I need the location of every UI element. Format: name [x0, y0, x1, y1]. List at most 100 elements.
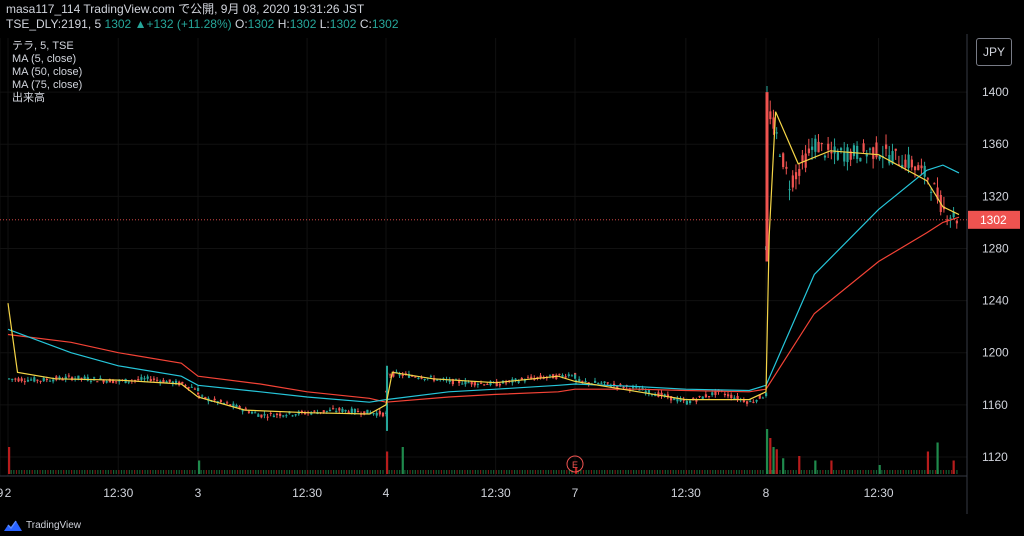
- candle-body: [105, 381, 108, 383]
- volume-spike-bar: [814, 460, 817, 474]
- volume-bar: [916, 470, 918, 474]
- volume-bar: [391, 470, 393, 474]
- candle-body: [868, 148, 872, 150]
- volume-bar: [819, 470, 821, 474]
- volume-bar: [406, 470, 409, 474]
- legend-item-symbol[interactable]: テラ, 5, TSE: [12, 40, 74, 52]
- candle-body: [917, 165, 920, 171]
- volume-bar: [598, 470, 600, 474]
- volume-bar: [677, 470, 680, 474]
- volume-bar: [654, 470, 656, 474]
- volume-bar: [262, 470, 265, 474]
- candle-body: [772, 117, 775, 129]
- volume-bar: [97, 470, 99, 474]
- candle-body: [401, 374, 404, 376]
- y-tick-label: 1160: [982, 398, 1008, 412]
- price-chart[interactable]: 1400 1360 1320 1280 1240 1200 1160 1120 2 12:30 3 1…: [0, 34, 1024, 514]
- candle-body: [495, 381, 498, 387]
- volume-bar: [333, 470, 335, 474]
- event-marker[interactable]: [566, 455, 584, 473]
- candle-body: [118, 380, 121, 382]
- legend-item-ma50[interactable]: MA (50, close): [12, 66, 83, 78]
- candle-body: [26, 379, 30, 382]
- volume-bar: [147, 470, 149, 474]
- volume-bar: [443, 470, 445, 474]
- legend-item-volume[interactable]: 出来高: [12, 92, 45, 104]
- volume-bar: [743, 470, 746, 474]
- tradingview-logo[interactable]: TradingView: [4, 516, 81, 534]
- candle-body: [920, 165, 923, 169]
- candle-body: [168, 379, 171, 382]
- candle-body: [746, 401, 749, 404]
- volume-bar: [26, 470, 28, 474]
- low-value: 1302: [329, 17, 357, 31]
- volume-bar: [155, 470, 157, 474]
- volume-bar: [900, 470, 902, 474]
- candle-body: [14, 378, 17, 380]
- candle-body: [23, 381, 26, 383]
- volume-bar: [846, 470, 848, 474]
- volume-bar: [21, 470, 23, 474]
- candle-body: [946, 219, 949, 221]
- volume-bar: [257, 470, 259, 474]
- candle-body: [609, 385, 613, 387]
- x-tick-label: 12:30: [671, 486, 701, 500]
- volume-bar: [582, 470, 585, 474]
- volume-bar: [186, 470, 188, 474]
- volume-spike-bar: [936, 442, 939, 474]
- volume-bar: [425, 470, 427, 474]
- volume-bar: [662, 470, 664, 474]
- volume-bar: [929, 470, 931, 474]
- y-tick-label: 1320: [982, 189, 1009, 203]
- candle-body: [115, 381, 118, 383]
- volume-bar: [366, 470, 369, 474]
- candle-body: [685, 400, 689, 405]
- legend-item-ma75[interactable]: MA (75, close): [12, 79, 83, 91]
- candle-body: [137, 378, 140, 380]
- volume-bar: [304, 470, 306, 474]
- volume-bar: [865, 470, 867, 474]
- candle-body: [647, 389, 651, 394]
- volume-bar: [635, 470, 637, 474]
- volume-bar: [816, 470, 819, 474]
- volume-bar: [683, 470, 685, 474]
- candle-body: [635, 386, 638, 388]
- volume-bar: [545, 470, 547, 474]
- volume-bar: [503, 470, 505, 474]
- volume-bar: [712, 470, 714, 474]
- volume-bar: [440, 470, 443, 474]
- volume-bar: [857, 470, 859, 474]
- volume-bar: [480, 470, 482, 474]
- volume-bar: [897, 470, 899, 474]
- volume-bar: [950, 470, 953, 474]
- volume-bar: [281, 470, 283, 474]
- volume-bar: [86, 470, 88, 474]
- candle-body: [505, 382, 508, 384]
- candle-body: [913, 166, 917, 171]
- candle-body: [660, 392, 663, 396]
- candle-body: [758, 395, 761, 399]
- candle-body: [414, 376, 417, 378]
- candle-body: [213, 398, 216, 401]
- candle-body: [448, 379, 451, 382]
- volume-bar: [307, 470, 309, 474]
- volume-bar: [461, 470, 463, 474]
- volume-bar: [472, 470, 474, 474]
- candle-body: [45, 379, 48, 381]
- volume-spike-bar: [782, 458, 785, 474]
- volume-bar: [433, 470, 435, 474]
- candle-body: [872, 147, 875, 159]
- candle-body: [701, 396, 704, 399]
- volume-bar: [792, 470, 795, 474]
- legend-item-ma5[interactable]: MA (5, close): [12, 53, 77, 65]
- currency-button[interactable]: JPY: [976, 38, 1012, 66]
- volume-bar: [236, 470, 239, 474]
- candle-body: [689, 400, 692, 404]
- candle-body: [244, 408, 247, 410]
- candle-body: [955, 220, 958, 224]
- close-value: 1302: [371, 17, 399, 31]
- chart-frame[interactable]: 1400 1360 1320 1280 1240 1200 1160 1120 2 12:30 3 1…: [0, 34, 1024, 514]
- volume-bar: [60, 470, 62, 474]
- volume-bar: [870, 470, 872, 474]
- candle-body: [603, 381, 606, 383]
